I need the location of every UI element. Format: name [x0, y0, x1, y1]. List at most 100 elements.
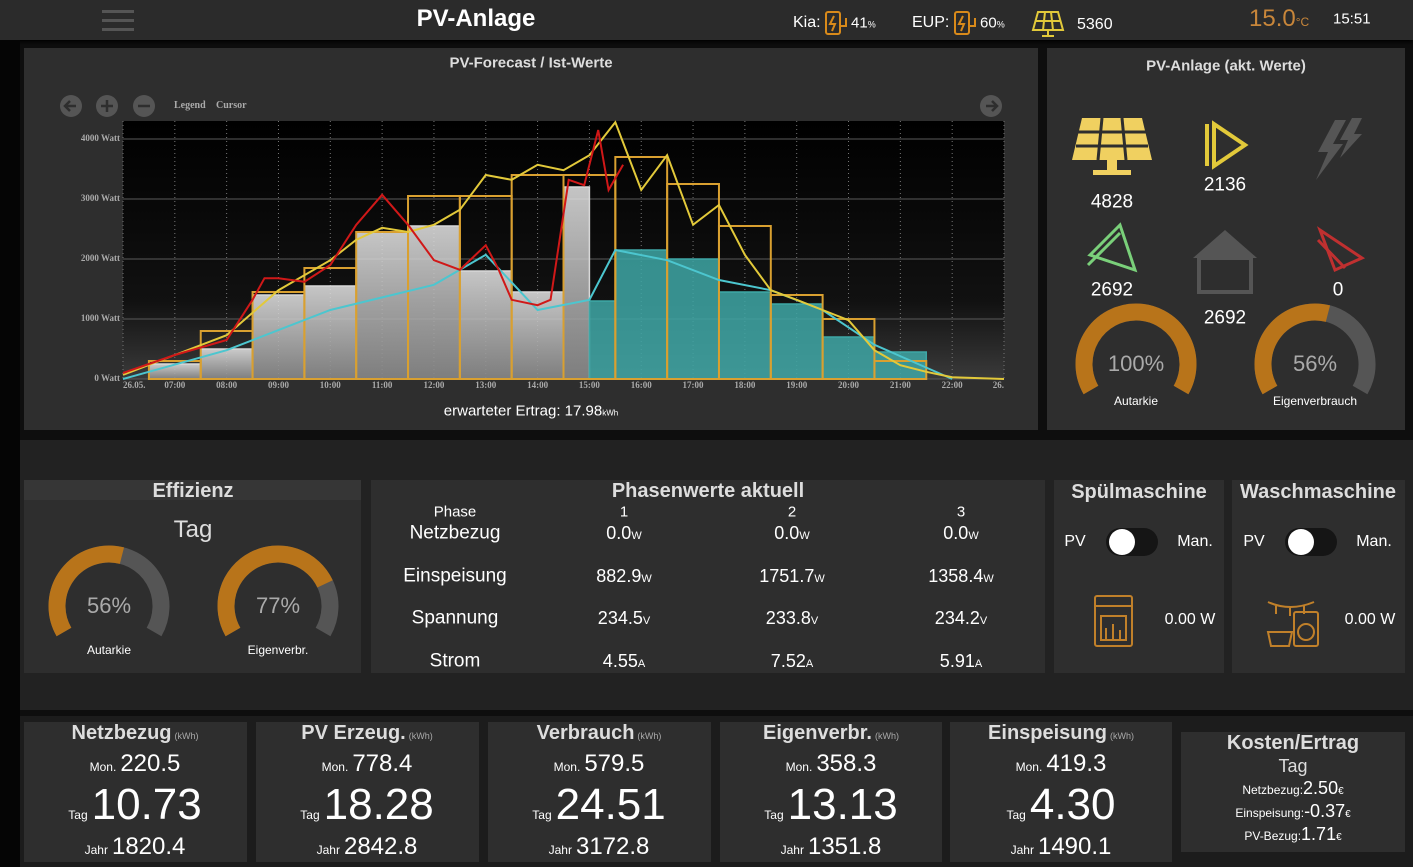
total-row: Jahr 1820.4 — [85, 835, 186, 859]
cell-unit: W — [631, 530, 642, 542]
bar — [588, 300, 617, 380]
row-label: Netzbezug — [409, 522, 501, 544]
efficiency-panel — [24, 480, 361, 673]
row-label: Mon. — [785, 760, 813, 774]
cell: 882.9 W — [596, 567, 651, 585]
bar — [562, 186, 591, 380]
total-row: Mon. 220.5 — [90, 752, 181, 776]
total-row: Tag 10.73 — [68, 783, 201, 827]
page-title: PV-Anlage — [416, 5, 536, 32]
cell-unit: W — [968, 530, 979, 542]
row-label: Tag — [1006, 808, 1026, 822]
cell: 0.0 W — [774, 524, 809, 542]
house-value: 2692 — [1203, 307, 1247, 329]
gauge-label: 100% — [1107, 351, 1165, 376]
cost-unit: € — [1338, 786, 1344, 797]
x-tick-label: 09:00 — [268, 380, 289, 390]
x-tick-label: 13:00 — [475, 380, 496, 390]
costs-tile — [1181, 732, 1405, 852]
clock: 15:51 — [1333, 10, 1371, 28]
row-label: Mon. — [553, 760, 581, 774]
bar — [666, 258, 720, 380]
panel-title: Effizienz — [152, 480, 234, 502]
row-label: Jahr — [780, 843, 804, 857]
tile-title: Einspeisung (kWh) — [988, 723, 1134, 743]
tile-title: PV Erzeug. (kWh) — [301, 723, 432, 743]
dishwasher-panel — [1054, 480, 1224, 673]
period: Tag — [1278, 756, 1308, 776]
total-row: Mon. 778.4 — [322, 752, 413, 776]
tile-title-text: Eigenverbr. — [763, 722, 872, 744]
x-tick-label: 19:00 — [786, 380, 807, 390]
cost-label: PV-Bezug: — [1244, 829, 1302, 843]
row-value: 10.73 — [91, 780, 202, 829]
bar — [148, 363, 202, 380]
tile-title-text: Netzbezug — [71, 722, 172, 744]
total-tile — [24, 722, 247, 862]
cell-value: 4.55 — [602, 651, 638, 671]
tile-unit: (kWh) — [637, 731, 662, 741]
header-bar — [0, 0, 1413, 40]
cost-label: Netzbezug: — [1242, 783, 1304, 797]
cost-label: Einspeisung: — [1235, 806, 1305, 820]
row-value: 579.5 — [584, 750, 645, 777]
gauge-caption: Autarkie — [1113, 394, 1159, 408]
cell-unit: A — [637, 658, 646, 670]
row-value: 2842.8 — [343, 833, 418, 860]
row-label: Tag — [764, 808, 784, 822]
row-label: Einspeisung — [403, 565, 507, 587]
cell-value: 234.5 — [597, 608, 643, 628]
x-tick-label: 18:00 — [734, 380, 755, 390]
car-soc: 60% — [980, 16, 1005, 31]
cell-value: 0.0 — [943, 523, 969, 543]
cursor-toggle: Cursor — [216, 100, 247, 111]
cell-value: 233.8 — [765, 608, 811, 628]
bar — [770, 303, 824, 380]
bar — [718, 291, 772, 380]
feed-in-value: 2692 — [1090, 279, 1134, 301]
row-label: Tag — [68, 808, 88, 822]
cell: 5.91 A — [940, 652, 982, 670]
total-row: Tag 24.51 — [532, 783, 665, 827]
x-tick-label: 07:00 — [164, 380, 185, 390]
cell-value: 882.9 — [596, 566, 642, 586]
bar — [873, 360, 928, 380]
x-tick-label: 10:00 — [320, 380, 341, 390]
cell-value: 1358.4 — [928, 566, 984, 586]
tile-unit: (kWh) — [1109, 731, 1134, 741]
y-tick-label: 3000 Watt — [81, 193, 120, 203]
cost-row: Einspeisung: -0.37 € — [1235, 802, 1350, 820]
cell-value: 0.0 — [606, 523, 632, 543]
x-tick-label: 16:00 — [631, 380, 652, 390]
row-label: Spannung — [411, 607, 499, 629]
car-soc-unit: % — [867, 19, 876, 30]
total-tile — [256, 722, 479, 862]
cell-value: 0.0 — [774, 523, 800, 543]
row-value: 24.51 — [555, 780, 666, 829]
bar — [355, 231, 409, 380]
row-label: Tag — [532, 808, 552, 822]
cell: 0.0 W — [606, 524, 641, 542]
toggle-label: PV — [1064, 533, 1086, 550]
cost-value: -0.37 — [1304, 801, 1346, 821]
total-row: Mon. 358.3 — [786, 752, 877, 776]
cell-value: 1751.7 — [759, 566, 815, 586]
total-row: Jahr 2842.8 — [317, 835, 418, 859]
row-label: Strom — [429, 650, 481, 672]
cost-unit: € — [1345, 809, 1351, 820]
cell-value: 7.52 — [770, 651, 806, 671]
total-row: Jahr 3172.8 — [549, 835, 650, 859]
temperature-value: 15.0 — [1249, 5, 1296, 32]
row-label: Mon. — [89, 760, 117, 774]
line — [122, 120, 1005, 380]
forecast-chart: 0 Watt 1000 Watt 2000 Watt 3000 Watt 4000 Wa… — [60, 95, 1005, 390]
cell: 234.5 V — [598, 609, 650, 627]
table-header: 2 — [787, 503, 797, 521]
grid-draw-value: 0 — [1332, 279, 1344, 301]
gauge-label: 77% — [255, 593, 301, 618]
tile-unit: (kWh) — [874, 731, 899, 741]
row-label: Jahr — [316, 843, 340, 857]
pv-value: 4828 — [1090, 191, 1134, 213]
panel-title: Waschmaschine — [1240, 481, 1396, 503]
